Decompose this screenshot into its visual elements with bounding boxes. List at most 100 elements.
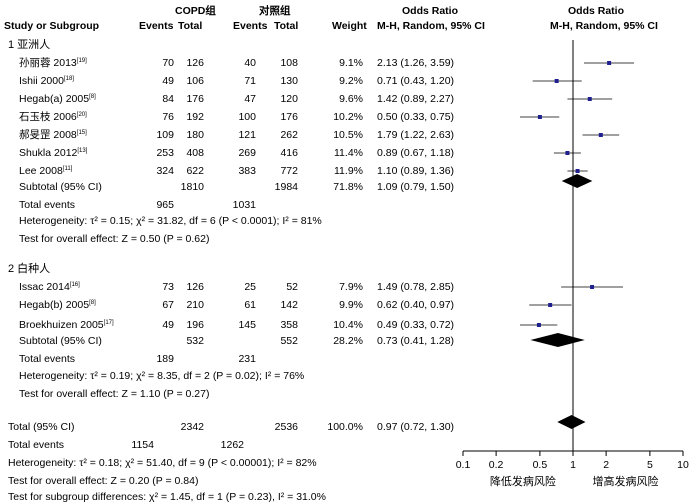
overall-effect-text: Test for overall effect: Z = 0.50 (P = 0… (19, 233, 210, 245)
events2-cell: 269 (238, 147, 256, 159)
total1-cell: 176 (186, 93, 204, 105)
heterogeneity-text: Heterogeneity: τ² = 0.19; χ² = 8.35, df … (19, 370, 305, 382)
weight-cell: 11.4% (334, 147, 363, 159)
study-name: Broekhuizen 2005[17] (19, 319, 114, 331)
study-name: 孙丽蓉 2013[19] (19, 57, 87, 69)
total2-cell: 130 (280, 75, 298, 87)
weight-cell: 11.9% (334, 165, 363, 177)
total1-cell: 126 (186, 281, 204, 293)
point-estimate-marker (537, 115, 542, 119)
study-name: 郝旻罡 2008[15] (19, 129, 87, 141)
events1-cell: 84 (162, 93, 174, 105)
total-events-label: Total events (19, 353, 76, 365)
x-tick-label: 10 (677, 459, 689, 471)
study-name: Hegab(b) 2005[8] (19, 299, 96, 311)
subtotal-total2: 552 (280, 335, 298, 347)
total2-cell: 772 (280, 165, 298, 177)
ci-cell: 0.49 (0.33, 0.72) (377, 319, 455, 331)
events2-cell: 25 (244, 281, 256, 293)
events1-cell: 49 (162, 75, 174, 87)
study-name: Hegab(a) 2005[8] (19, 93, 96, 105)
summary-diamond (557, 415, 586, 429)
total2-header: Total (274, 20, 299, 32)
total2-cell: 358 (280, 319, 298, 331)
x-tick-label: 2 (603, 459, 609, 471)
subtotal-total1: 1810 (180, 181, 204, 193)
grand-overall-effect-text: Test for overall effect: Z = 0.20 (P = 0… (8, 475, 199, 487)
study-col-header: Study or Subgroup (4, 20, 100, 32)
total1-header: Total (178, 20, 203, 32)
ci-cell: 0.62 (0.40, 0.97) (377, 299, 455, 311)
events1-cell: 70 (162, 57, 174, 69)
subtotal-ci: 1.09 (0.79, 1.50) (377, 181, 455, 193)
x-tick-label: 0.2 (489, 459, 504, 471)
subtotal-weight: 71.8% (333, 181, 363, 193)
subgroup-label: 2 白种人 (8, 263, 51, 275)
x-tick-label: 1 (570, 459, 576, 471)
ci-cell: 0.71 (0.43, 1.20) (377, 75, 455, 87)
point-estimate-marker (590, 285, 595, 289)
ci-cell: 1.49 (0.78, 2.85) (377, 281, 455, 293)
subtotal-label: Subtotal (95% CI) (19, 181, 102, 193)
events1-cell: 73 (162, 281, 174, 293)
x-tick-label: 0.5 (533, 459, 548, 471)
point-estimate-marker (598, 133, 603, 137)
point-estimate-marker (575, 169, 580, 173)
overall-effect-text: Test for overall effect: Z = 1.10 (P = 0… (19, 388, 210, 400)
total-label: Total (95% CI) (8, 421, 75, 433)
x-tick-label: 5 (647, 459, 653, 471)
total-events2: 231 (238, 353, 256, 365)
total2-cell: 262 (280, 129, 298, 141)
total1-cell: 622 (186, 165, 204, 177)
events2-header: Events (233, 20, 268, 32)
events1-cell: 49 (162, 319, 174, 331)
study-name: Lee 2008[11] (19, 165, 73, 177)
ci-cell: 1.10 (0.89, 1.36) (377, 165, 455, 177)
subtotal-ci: 0.73 (0.41, 1.28) (377, 335, 455, 347)
group1-header: COPD组 (175, 5, 216, 17)
weight-cell: 10.2% (333, 111, 363, 123)
ci-cell: 1.42 (0.89, 2.27) (377, 93, 455, 105)
total2-cell: 416 (280, 147, 298, 159)
point-estimate-marker (607, 61, 612, 65)
or-title-left: Odds Ratio (402, 5, 459, 17)
ci-cell: 0.89 (0.67, 1.18) (377, 147, 455, 159)
subtotal-weight: 28.2% (333, 335, 363, 347)
events2-cell: 100 (238, 111, 256, 123)
weight-cell: 9.6% (339, 93, 363, 105)
or-sub-right: M-H, Random, 95% CI (550, 20, 658, 32)
total-total1: 2342 (180, 421, 204, 433)
events2-cell: 71 (244, 75, 256, 87)
group2-header: 对照组 (259, 5, 291, 17)
subtotal-total2: 1984 (274, 181, 298, 193)
study-name: 石玉枝 2006[20] (19, 111, 87, 123)
total-weight: 100.0% (327, 421, 363, 433)
total1-cell: 196 (186, 319, 204, 331)
study-name: Ishii 2000[18] (19, 75, 74, 87)
weight-cell: 9.9% (339, 299, 363, 311)
weight-cell: 9.2% (339, 75, 363, 87)
ci-cell: 1.79 (1.22, 2.63) (377, 129, 455, 141)
subtotal-total1: 532 (186, 335, 204, 347)
point-estimate-marker (554, 79, 559, 83)
axis-left-label: 降低发病风险 (490, 474, 556, 488)
total2-cell: 120 (280, 93, 298, 105)
grand-total-events-label: Total events (8, 439, 65, 451)
total1-cell: 106 (186, 75, 204, 87)
weight-cell: 9.1% (339, 57, 363, 69)
total2-cell: 142 (280, 299, 298, 311)
summary-diamond (561, 174, 593, 188)
total1-cell: 210 (186, 299, 204, 311)
grand-heterogeneity-text: Heterogeneity: τ² = 0.18; χ² = 51.40, df… (8, 457, 317, 469)
or-sub-left: M-H, Random, 95% CI (377, 20, 485, 32)
total1-cell: 126 (186, 57, 204, 69)
events1-cell: 324 (156, 165, 174, 177)
grand-total-events2: 1262 (220, 439, 244, 451)
total2-cell: 176 (280, 111, 298, 123)
events1-cell: 76 (162, 111, 174, 123)
events1-cell: 253 (156, 147, 174, 159)
events1-header: Events (139, 20, 174, 32)
total2-cell: 52 (286, 281, 298, 293)
events1-cell: 67 (162, 299, 174, 311)
